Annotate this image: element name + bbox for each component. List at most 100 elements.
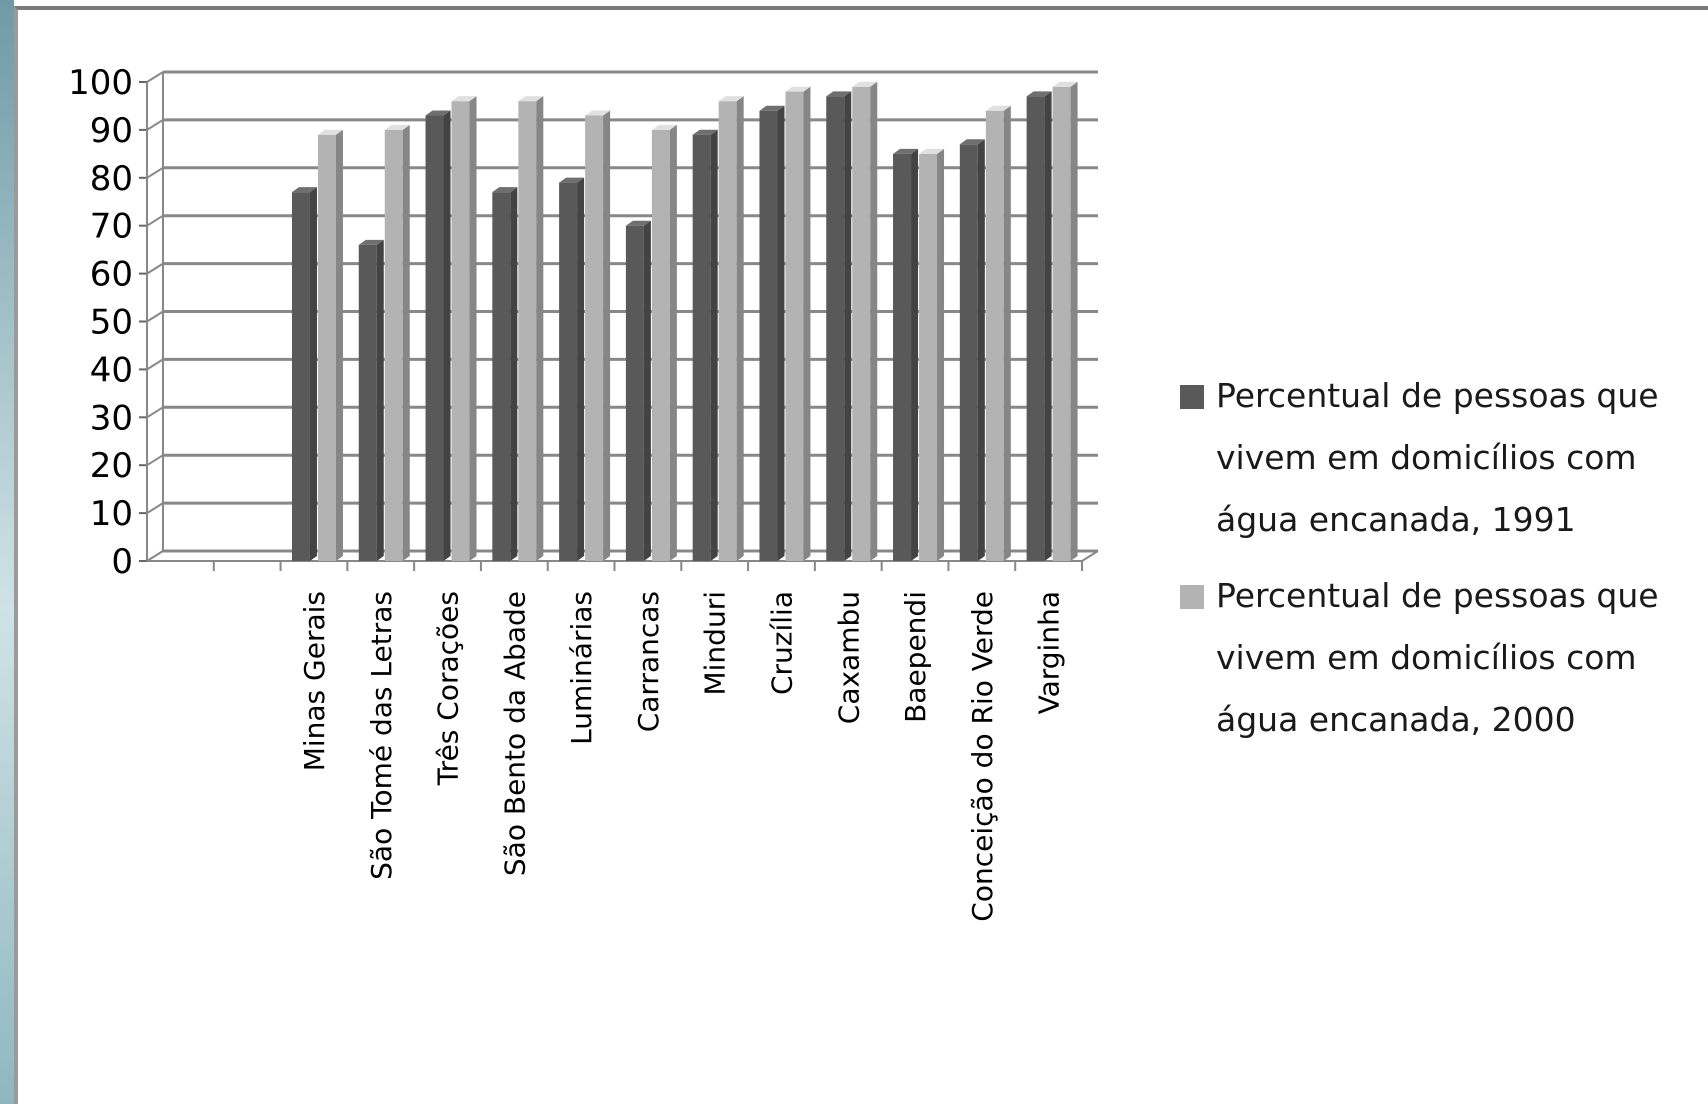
bar-side <box>1004 106 1011 561</box>
bar-front <box>492 192 510 561</box>
bar-1991 <box>292 187 317 561</box>
bar-side <box>737 96 744 561</box>
bar-front <box>693 135 711 561</box>
bar-side <box>603 111 610 561</box>
bar-front <box>626 226 644 561</box>
x-category-label: São Bento da Abade <box>498 591 531 876</box>
bar-front <box>719 101 737 561</box>
legend-label-2000: Percentual de pessoas que vivem em domic… <box>1216 576 1659 739</box>
x-category-label: Minas Gerais <box>298 591 331 771</box>
bar-2000 <box>385 125 410 561</box>
bar-side <box>844 91 851 561</box>
bar-side <box>803 87 810 561</box>
bar-2000 <box>719 96 744 561</box>
legend-swatch-1991 <box>1180 385 1204 409</box>
bar-front <box>359 245 377 561</box>
y-tick-label: 60 <box>90 255 133 295</box>
bar-front <box>1053 87 1071 561</box>
bar-side <box>870 82 877 561</box>
x-axis-labels: Minas Gerais São Tomé das Letras Três Cora… <box>298 591 1066 922</box>
bar-front <box>426 116 444 561</box>
gridlines <box>139 72 1098 571</box>
y-tick-label: 100 <box>68 63 133 103</box>
bar-side <box>310 187 317 561</box>
y-tick-label: 10 <box>90 494 133 534</box>
bar-side <box>644 221 651 561</box>
bar-front <box>852 87 870 561</box>
gridline-side <box>147 264 163 274</box>
bar-2000 <box>518 96 543 561</box>
legend-label-1991: Percentual de pessoas que vivem em domic… <box>1216 376 1659 539</box>
bar-2000 <box>1053 82 1078 561</box>
bar-side <box>1045 91 1052 561</box>
gridline-side <box>147 72 163 82</box>
gridline-side <box>147 551 163 561</box>
bar-side <box>911 149 918 561</box>
y-axis-ticks: 0 10 20 30 40 50 60 70 80 90 100 <box>68 63 133 582</box>
bar-front <box>785 92 803 561</box>
x-category-label: São Tomé das Letras <box>365 591 398 880</box>
gridline-side <box>147 359 163 369</box>
gridline-side <box>147 120 163 130</box>
gridline-side <box>147 168 163 178</box>
bar-side <box>444 111 451 561</box>
bar-side <box>470 96 477 561</box>
bar-1991 <box>693 130 718 561</box>
x-category-label: Luminárias <box>565 591 598 745</box>
bar-front <box>385 130 403 561</box>
bars <box>292 82 1078 561</box>
gridline-side <box>147 407 163 417</box>
y-tick-label: 20 <box>90 446 133 486</box>
bar-1991 <box>826 91 851 561</box>
bar-side <box>536 96 543 561</box>
bar-2000 <box>785 87 810 561</box>
x-category-label: Conceição do Rio Verde <box>966 591 999 922</box>
bar-front <box>559 183 577 561</box>
bar-front <box>919 154 937 561</box>
gridline-side <box>147 503 163 513</box>
legend-swatch-2000 <box>1180 585 1204 609</box>
bar-front <box>652 130 670 561</box>
bar-side <box>1071 82 1078 561</box>
x-category-label: Cruzília <box>765 591 798 695</box>
bar-2000 <box>986 106 1011 561</box>
bar-2000 <box>452 96 477 561</box>
bar-side <box>377 240 384 561</box>
bar-front <box>960 144 978 561</box>
legend-entry-2000: Percentual de pessoas que vivem em domic… <box>1180 565 1700 751</box>
y-tick-label: 40 <box>90 350 133 390</box>
x-category-label: Caxambu <box>832 591 865 724</box>
bar-2000 <box>852 82 877 561</box>
gridline-side <box>147 455 163 465</box>
y-tick-label: 0 <box>111 542 133 582</box>
y-tick-label: 70 <box>90 207 133 247</box>
x-category-label: Varginha <box>1033 591 1066 714</box>
bar-front <box>893 154 911 561</box>
bar-1991 <box>426 111 451 561</box>
bar-1991 <box>960 139 985 561</box>
bar-1991 <box>492 187 517 561</box>
x-category-label: Baependi <box>899 591 932 723</box>
legend-entry-1991: Percentual de pessoas que vivem em domic… <box>1180 365 1700 551</box>
bar-side <box>577 178 584 561</box>
x-category-label: Minduri <box>699 591 732 696</box>
bar-2000 <box>652 125 677 561</box>
bar-side <box>937 149 944 561</box>
bar-1991 <box>359 240 384 561</box>
x-category-label: Carrancas <box>632 591 665 732</box>
bar-1991 <box>759 106 784 561</box>
bar-1991 <box>1027 91 1052 561</box>
bar-2000 <box>919 149 944 561</box>
bar-side <box>510 187 517 561</box>
bar-front <box>759 111 777 561</box>
bar-front <box>986 111 1004 561</box>
bar-2000 <box>585 111 610 561</box>
bar-1991 <box>559 178 584 561</box>
y-tick-label: 90 <box>90 111 133 151</box>
bar-1991 <box>626 221 651 561</box>
bar-front <box>585 116 603 561</box>
bar-front <box>1027 96 1045 561</box>
y-tick-label: 30 <box>90 398 133 438</box>
bar-front <box>452 101 470 561</box>
bar-side <box>336 130 343 561</box>
